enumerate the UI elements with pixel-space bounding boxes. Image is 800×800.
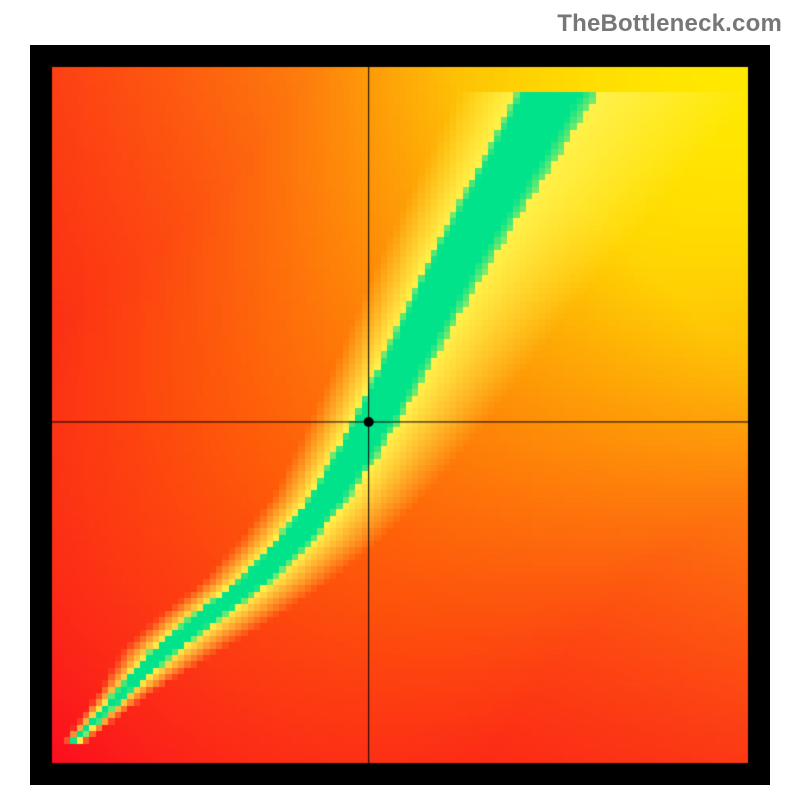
heatmap-canvas <box>30 45 770 785</box>
heatmap-plot <box>30 45 770 785</box>
watermark-text: TheBottleneck.com <box>557 10 782 38</box>
